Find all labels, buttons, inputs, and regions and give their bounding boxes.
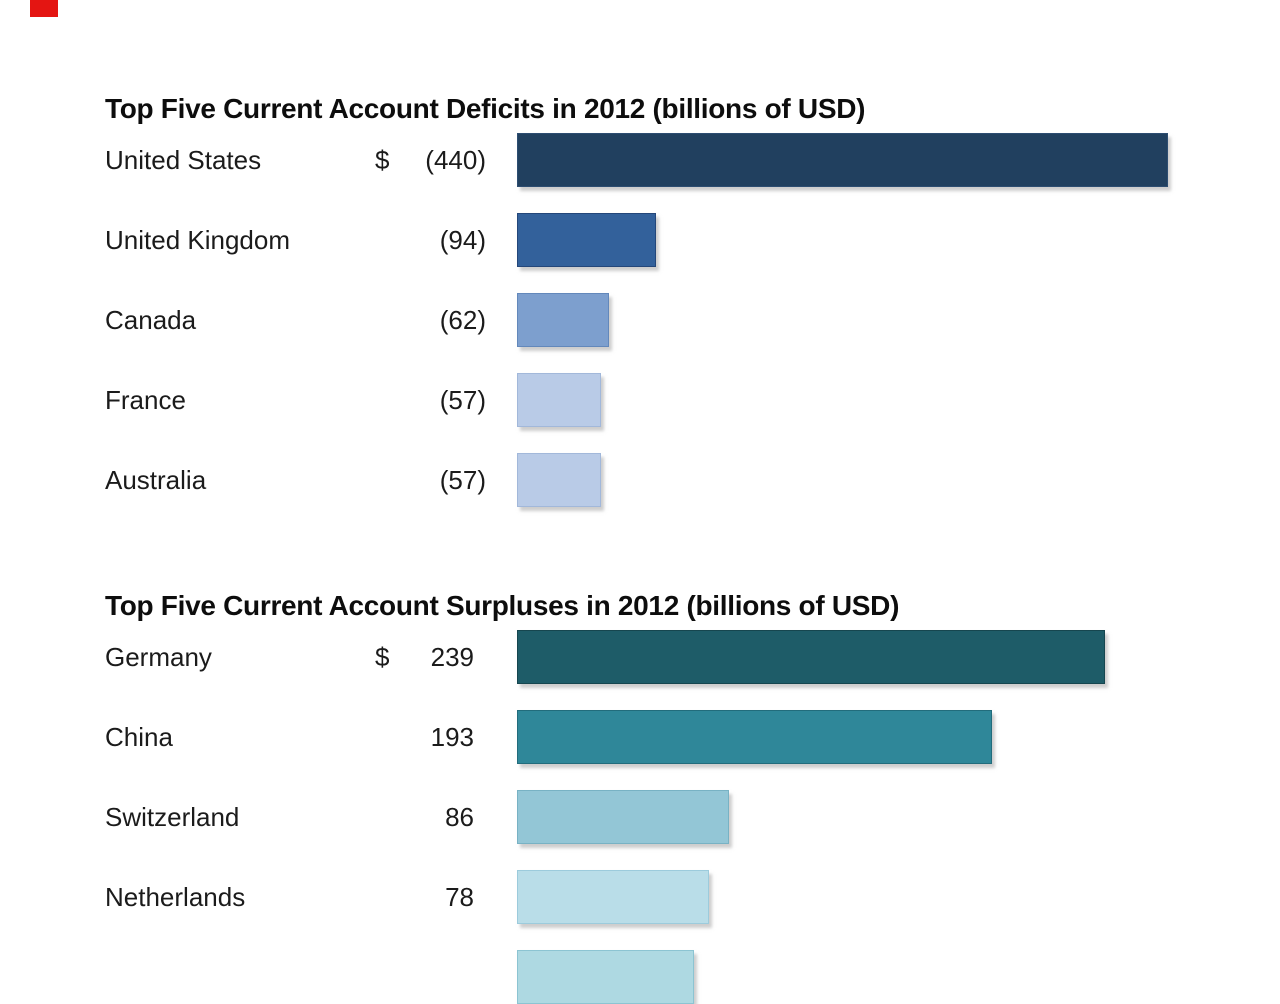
bar-united-states xyxy=(517,133,1168,187)
value-label: (57) xyxy=(439,385,486,415)
page: { "decorations": { "red_marker_color": "… xyxy=(30,0,1168,1004)
red-marker xyxy=(30,0,58,17)
category-label: Switzerland xyxy=(105,802,240,832)
category-label: China xyxy=(105,722,173,752)
value-label: (94) xyxy=(439,225,486,255)
bar-united-kingdom xyxy=(517,213,656,267)
value-label: (57) xyxy=(439,465,486,495)
bar-switzerland xyxy=(517,790,729,844)
value-label: (440) xyxy=(425,145,486,175)
category-label: Netherlands xyxy=(105,882,246,912)
category-label: Australia xyxy=(105,465,207,495)
category-label: France xyxy=(105,385,186,415)
bar-netherlands xyxy=(517,870,709,924)
bar-germany xyxy=(517,630,1105,684)
category-label: United States xyxy=(105,145,262,175)
category-label: Canada xyxy=(105,305,197,335)
bar-canada xyxy=(517,293,609,347)
bar-partial xyxy=(517,950,694,1004)
category-label: Germany xyxy=(105,642,212,672)
deficits-chart-title: Top Five Current Account Deficits in 201… xyxy=(105,92,866,124)
value-label: 239 xyxy=(430,642,474,672)
currency-symbol: $ xyxy=(375,642,390,672)
value-label: 193 xyxy=(430,722,474,752)
value-label: (62) xyxy=(439,305,486,335)
surpluses-chart-title: Top Five Current Account Surpluses in 20… xyxy=(105,589,900,621)
value-label: 86 xyxy=(445,802,474,832)
value-label: 78 xyxy=(445,882,474,912)
bar-china xyxy=(517,710,992,764)
bar-australia xyxy=(517,453,601,507)
currency-symbol: $ xyxy=(375,145,390,175)
bar-france xyxy=(517,373,601,427)
category-label: United Kingdom xyxy=(105,225,290,255)
